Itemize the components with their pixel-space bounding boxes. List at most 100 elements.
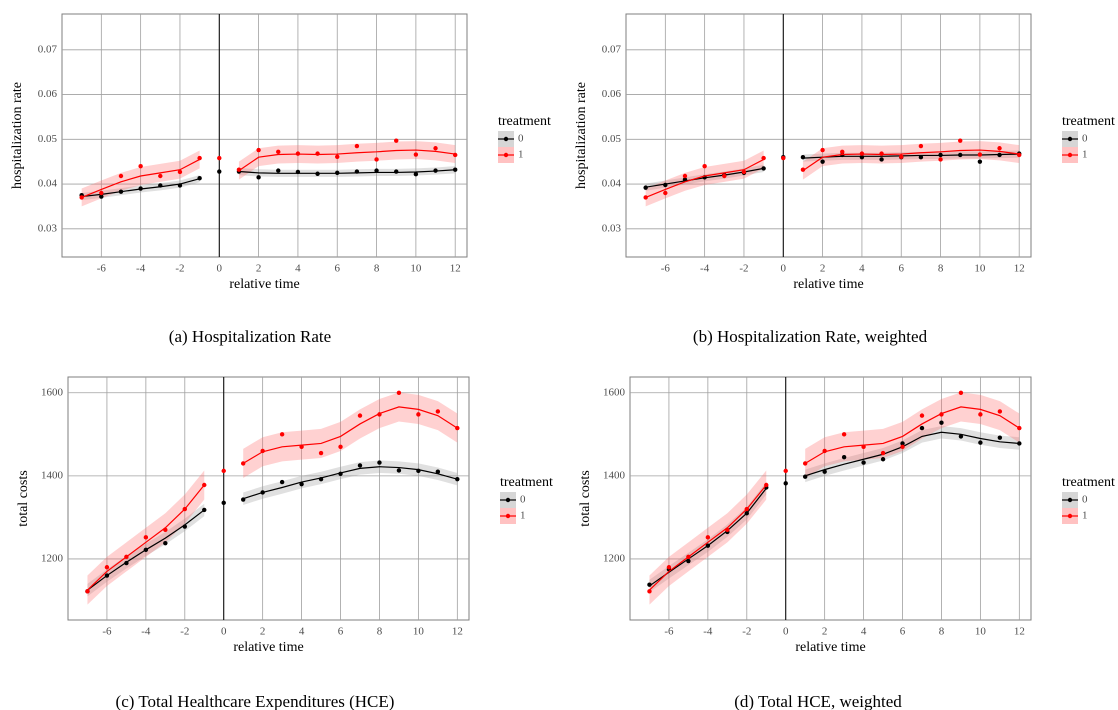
data-point <box>647 589 652 594</box>
data-point <box>938 157 943 162</box>
data-point <box>202 507 207 513</box>
y-tick-label: 0.05 <box>602 133 622 145</box>
data-point <box>978 440 983 445</box>
legend-key-point <box>505 497 511 503</box>
data-point <box>335 170 340 176</box>
y-tick-label: 0.03 <box>602 222 622 234</box>
data-point <box>357 463 363 468</box>
data-point <box>744 506 749 512</box>
data-point <box>880 457 886 462</box>
x-tick-label: -2 <box>742 626 751 638</box>
data-point <box>396 468 402 473</box>
x-tick-label: -6 <box>102 626 112 638</box>
data-point <box>197 155 202 161</box>
data-point <box>99 190 104 196</box>
data-point <box>335 154 340 159</box>
fit-line <box>81 149 456 199</box>
data-point <box>800 155 806 160</box>
data-point <box>118 189 124 194</box>
data-point <box>899 154 904 159</box>
data-point <box>977 159 983 164</box>
y-tick-label: 0.05 <box>38 133 58 145</box>
data-point <box>240 497 246 502</box>
x-axis-label: relative time <box>229 277 299 292</box>
x-tick-label: 2 <box>260 626 266 638</box>
data-point <box>158 173 163 179</box>
caption: (a) Hospitalization Rate <box>169 327 331 346</box>
data-point <box>647 582 652 587</box>
confidence-band <box>238 166 456 177</box>
data-point <box>761 166 766 171</box>
data-point <box>1017 152 1022 158</box>
legend-key-point <box>1067 513 1073 519</box>
data-point <box>997 146 1002 151</box>
data-point <box>880 450 886 456</box>
legend-label: 0 <box>518 133 524 145</box>
confidence-band <box>805 392 1020 478</box>
data-point <box>663 190 668 196</box>
data-point <box>318 476 324 482</box>
confidence-band <box>243 460 458 505</box>
x-tick-label: 4 <box>299 626 305 638</box>
data-point <box>861 444 866 449</box>
data-point <box>822 469 827 474</box>
data-point <box>978 412 983 417</box>
legend-title: treatment <box>500 475 553 490</box>
data-point <box>197 176 202 181</box>
data-point <box>85 589 90 594</box>
data-point <box>276 149 281 155</box>
data-point <box>118 173 124 179</box>
confidence-band <box>805 426 1020 483</box>
x-tick-label: 6 <box>900 626 906 638</box>
data-point <box>455 425 460 431</box>
legend-key-point <box>1067 497 1073 503</box>
data-point <box>279 432 285 437</box>
data-point <box>900 441 905 446</box>
y-tick-label: 1600 <box>41 386 64 398</box>
x-tick-label: -2 <box>739 263 748 275</box>
plot-panel <box>61 13 468 258</box>
data-point <box>394 169 399 174</box>
data-point <box>138 163 143 169</box>
data-point <box>725 527 730 533</box>
data-point <box>240 461 246 466</box>
data-point <box>299 444 304 449</box>
data-point <box>761 155 766 161</box>
x-tick-label: 8 <box>939 626 945 638</box>
data-point <box>879 151 884 156</box>
x-axis-label: relative time <box>233 640 303 655</box>
data-point <box>918 143 924 149</box>
x-tick-label: 4 <box>859 263 865 275</box>
data-point <box>859 155 865 160</box>
data-point <box>416 412 421 417</box>
x-tick-label: 6 <box>334 263 340 275</box>
data-point <box>939 420 944 425</box>
x-tick-label: 2 <box>820 263 826 275</box>
legend-title: treatment <box>1062 114 1115 129</box>
x-tick-label: -6 <box>97 263 107 275</box>
plot-panel <box>67 376 470 621</box>
y-tick-label: 0.07 <box>602 43 622 55</box>
data-point <box>299 481 304 487</box>
data-point <box>315 171 320 176</box>
legend-key-point <box>1067 152 1073 158</box>
data-point <box>453 152 458 158</box>
data-point <box>977 152 983 157</box>
x-tick-label: -4 <box>141 626 151 638</box>
data-point <box>435 469 441 474</box>
legend-label: 0 <box>1082 494 1088 506</box>
data-point <box>124 554 129 560</box>
data-point <box>997 152 1002 158</box>
data-point <box>840 149 845 155</box>
caption: (d) Total HCE, weighted <box>734 692 902 710</box>
data-point <box>1017 441 1022 446</box>
x-tick-label: -4 <box>136 263 146 275</box>
y-tick-label: 1200 <box>603 552 626 564</box>
data-point <box>663 182 668 188</box>
data-point <box>682 173 688 179</box>
data-point <box>859 151 865 156</box>
data-point <box>416 468 421 474</box>
x-tick-label: -4 <box>703 626 713 638</box>
data-point <box>783 481 788 486</box>
y-tick-label: 1400 <box>41 469 64 481</box>
